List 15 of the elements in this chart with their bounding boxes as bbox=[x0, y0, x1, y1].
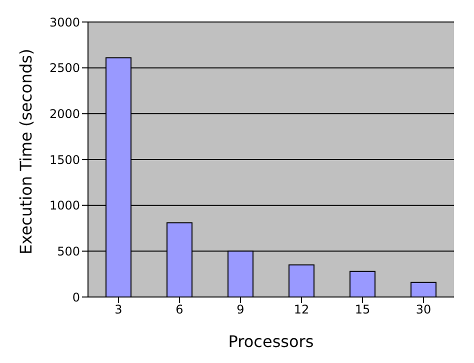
y-axis-title: Execution Time (seconds) bbox=[16, 48, 36, 254]
x-tick-label: 30 bbox=[416, 302, 432, 317]
y-tick-label: 2500 bbox=[49, 61, 80, 76]
y-tick-label: 2000 bbox=[49, 106, 80, 121]
x-axis-title: Processors bbox=[228, 332, 314, 351]
x-tick-label: 6 bbox=[176, 302, 184, 317]
x-tick-label: 9 bbox=[236, 302, 244, 317]
y-tick-label: 1500 bbox=[49, 152, 80, 167]
y-tick-label: 3000 bbox=[49, 15, 80, 30]
x-tick-label: 3 bbox=[114, 302, 122, 317]
y-tick-label: 500 bbox=[57, 244, 80, 258]
y-tick-label: 0 bbox=[72, 290, 80, 304]
x-tick-label: 15 bbox=[354, 302, 370, 317]
x-tick-label: 12 bbox=[294, 302, 310, 317]
y-tick-label: 1000 bbox=[49, 198, 80, 213]
